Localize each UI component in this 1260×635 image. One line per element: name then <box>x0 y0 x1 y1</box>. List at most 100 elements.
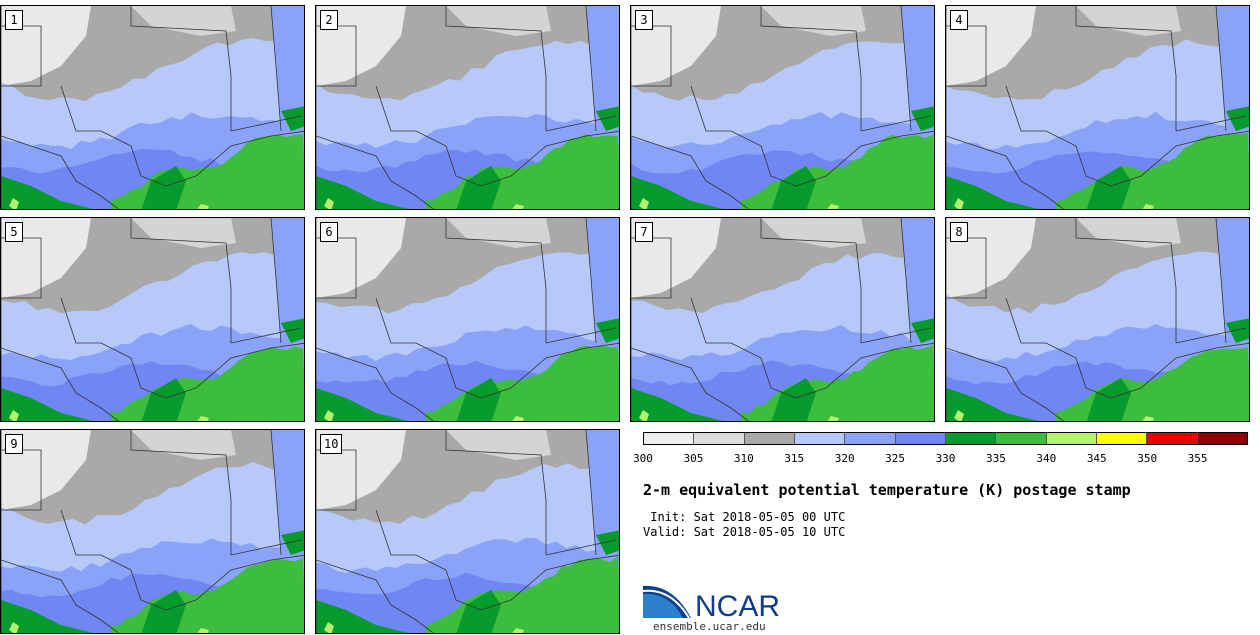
coastline <box>60 85 304 187</box>
state-border <box>900 218 912 344</box>
logo-wordmark: NCAR <box>695 590 780 622</box>
map-pale-region <box>761 6 866 36</box>
border-mexico <box>1 347 119 421</box>
state-border <box>1215 218 1227 344</box>
colorbar <box>643 432 1248 445</box>
map-lime-patch <box>639 410 649 421</box>
map-dark-green-region <box>1 388 93 421</box>
map-lime-patch <box>9 410 19 421</box>
colorbar-tick-label: 340 <box>1036 452 1057 465</box>
colorbar-segment <box>944 433 996 444</box>
state-border <box>270 6 282 132</box>
stamp-panel-2: 2 <box>315 5 620 210</box>
coastline <box>375 85 619 187</box>
map-dark-green-region <box>456 166 501 209</box>
map-lime-patch <box>9 198 19 209</box>
state-border <box>230 115 302 132</box>
colorbar-tick-label: 320 <box>834 452 855 465</box>
ncar-url: ensemble.ucar.edu <box>653 620 766 633</box>
border-mexico <box>1 135 119 209</box>
map-lime-patch <box>197 628 209 633</box>
colorbar-segment <box>844 433 895 444</box>
state-border <box>1075 6 1177 131</box>
state-border <box>545 115 617 132</box>
state-border <box>130 218 232 343</box>
stamp-map <box>316 218 619 421</box>
map-dark-green-region <box>771 166 816 209</box>
map-dark-green-region <box>1226 318 1249 343</box>
border-mexico <box>316 559 434 633</box>
map-dark-green-region <box>456 378 501 421</box>
colorbar-segment <box>1196 433 1247 444</box>
valid-time: Valid: Sat 2018-05-05 10 UTC <box>643 525 846 539</box>
colorbar-tick-label: 350 <box>1137 452 1158 465</box>
init-time: Init: Sat 2018-05-05 00 UTC <box>643 510 846 524</box>
state-border <box>270 218 282 344</box>
map-lime-patch <box>512 416 524 421</box>
map-dark-green-region <box>1086 166 1131 209</box>
map-lime-patch <box>324 198 334 209</box>
border-mexico <box>316 135 434 209</box>
panel-number: 2 <box>320 10 338 30</box>
border-mexico <box>1 559 119 633</box>
ncar-logo: NCAR <box>643 585 780 622</box>
stamp-map <box>631 218 934 421</box>
border-mexico <box>946 347 1064 421</box>
map-dark-green-region <box>281 106 304 131</box>
colorbar-segment <box>1146 433 1197 444</box>
colorbar-segment <box>995 433 1046 444</box>
map-lime-patch <box>1142 204 1154 209</box>
panel-number: 7 <box>635 222 653 242</box>
state-border <box>1175 115 1247 132</box>
panel-number: 6 <box>320 222 338 242</box>
legend-title: 2-m equivalent potential temperature (K)… <box>643 481 1131 499</box>
map-lime-patch <box>1142 416 1154 421</box>
border-mexico <box>631 135 749 209</box>
map-lime-patch <box>639 198 649 209</box>
map-dark-green-region <box>141 166 186 209</box>
map-dark-green-region <box>596 106 619 131</box>
state-border <box>585 6 597 132</box>
map-lime-patch <box>324 622 334 633</box>
map-pale-region <box>446 430 551 460</box>
map-dark-green-region <box>316 388 408 421</box>
stamp-panel-5: 5 <box>0 217 305 422</box>
state-border <box>585 430 597 556</box>
map-lime-patch <box>512 204 524 209</box>
state-border <box>445 430 547 555</box>
map-dark-green-region <box>946 176 1038 209</box>
coastline <box>690 297 934 399</box>
panel-number: 8 <box>950 222 968 242</box>
map-dark-green-region <box>631 176 723 209</box>
state-border <box>230 327 302 344</box>
colorbar-segment <box>793 433 845 444</box>
state-border <box>760 6 862 131</box>
border-mexico <box>946 135 1064 209</box>
colorbar-tick-label: 335 <box>985 452 1006 465</box>
colorbar-tick-label: 355 <box>1187 452 1208 465</box>
state-border <box>445 6 547 131</box>
map-lime-patch <box>324 410 334 421</box>
map-lime-patch <box>9 622 19 633</box>
colorbar-segment <box>1045 433 1096 444</box>
map-dark-green-region <box>1226 106 1249 131</box>
stamp-map <box>946 6 1249 209</box>
stamp-map <box>1 218 304 421</box>
map-dark-green-region <box>1 600 93 633</box>
stamp-map <box>946 218 1249 421</box>
stamp-panel-10: 10 <box>315 429 620 634</box>
stamp-map <box>1 430 304 633</box>
state-border <box>130 430 232 555</box>
colorbar-tick-label: 330 <box>935 452 956 465</box>
map-dark-green-region <box>281 530 304 555</box>
colorbar-tick-label: 305 <box>683 452 704 465</box>
state-border <box>270 430 282 556</box>
stamp-map <box>1 6 304 209</box>
coastline <box>375 297 619 399</box>
coastline <box>690 85 934 187</box>
logo-arc-light <box>643 593 683 618</box>
state-border <box>545 539 617 556</box>
map-dark-green-region <box>316 600 408 633</box>
state-border <box>860 115 932 132</box>
map-dark-green-region <box>1086 378 1131 421</box>
